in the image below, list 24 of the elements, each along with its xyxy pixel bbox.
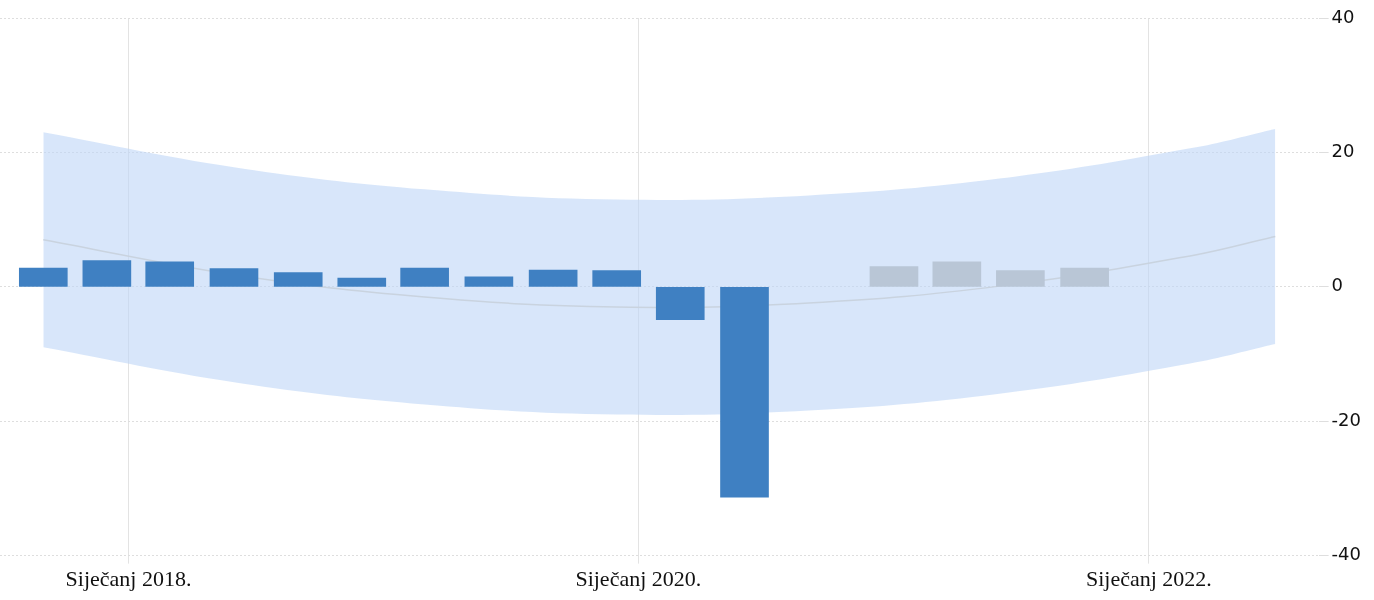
x-tick-label: Siječanj 2018. <box>65 565 192 591</box>
y-tick-label: -40 <box>1331 543 1362 565</box>
bar <box>592 270 642 287</box>
y-tick-label: 20 <box>1331 140 1355 162</box>
bar <box>869 266 919 287</box>
bar <box>400 267 449 287</box>
bar <box>18 267 68 287</box>
bar <box>145 261 195 287</box>
bar <box>209 268 259 287</box>
bar <box>996 270 1045 287</box>
bar <box>655 286 705 321</box>
y-tick-label: 40 <box>1331 5 1355 27</box>
bar <box>464 276 514 287</box>
bar <box>528 269 578 287</box>
bar <box>932 261 982 287</box>
y-tick-label: 0 <box>1331 274 1344 296</box>
bar <box>1060 267 1109 287</box>
bar <box>337 277 387 287</box>
bar <box>273 272 323 287</box>
x-tick-label: Siječanj 2022. <box>1085 565 1212 591</box>
y-tick-label: -20 <box>1331 408 1362 430</box>
x-tick-label: Siječanj 2020. <box>575 565 702 591</box>
bar <box>82 260 132 287</box>
bar <box>720 286 769 498</box>
